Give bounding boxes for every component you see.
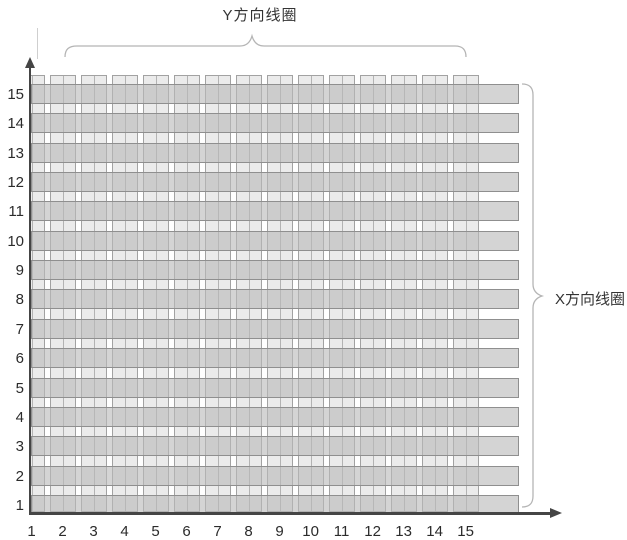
x-coil bbox=[31, 377, 519, 398]
x-coil bbox=[31, 436, 519, 457]
x-axis-tick-label: 2 bbox=[58, 523, 67, 540]
y-axis-tick-label: 1 bbox=[15, 496, 24, 514]
y-axis-tick-label: 11 bbox=[8, 203, 24, 221]
x-axis-tick-label: 9 bbox=[275, 523, 284, 540]
y-axis-tick-label: 3 bbox=[15, 438, 24, 456]
x-axis-line bbox=[29, 512, 551, 515]
x-axis-tick-label: 15 bbox=[457, 523, 474, 540]
x-coil bbox=[31, 230, 519, 251]
x-coil bbox=[31, 494, 519, 512]
x-axis-tick-label: 5 bbox=[151, 523, 160, 540]
x-axis-tick-label: 3 bbox=[89, 523, 98, 540]
x-axis-tick-label: 1 bbox=[27, 523, 36, 540]
x-coil-group-label: X方向线圈 bbox=[555, 291, 626, 308]
y-axis-tick-label: 9 bbox=[15, 262, 24, 280]
x-axis-tick-label: 8 bbox=[244, 523, 253, 540]
x-coil bbox=[31, 142, 519, 163]
y-axis-tick-label: 13 bbox=[7, 144, 24, 162]
y-axis-tick-label: 15 bbox=[7, 86, 24, 103]
x-coil-array bbox=[31, 84, 519, 512]
y-axis-tick-label: 14 bbox=[7, 115, 24, 133]
x-coil bbox=[31, 113, 519, 134]
y-axis-tick-label: 8 bbox=[15, 291, 24, 309]
x-coil bbox=[31, 348, 519, 369]
x-axis-tick-label: 7 bbox=[213, 523, 222, 540]
y-axis-tick-label: 10 bbox=[7, 232, 24, 250]
y-axis-line bbox=[29, 64, 31, 514]
x-axis-arrowhead-icon bbox=[550, 508, 562, 518]
x-axis-tick-label: 12 bbox=[364, 523, 381, 540]
x-axis-tick-label: 13 bbox=[395, 523, 412, 540]
y-axis-tick-label: 2 bbox=[15, 467, 24, 485]
y-axis-tick-label: 4 bbox=[15, 408, 24, 426]
x-axis-tick-label: 4 bbox=[120, 523, 129, 540]
x-coil bbox=[31, 406, 519, 427]
right-brace bbox=[521, 83, 545, 508]
x-axis-tick-label: 10 bbox=[302, 523, 319, 540]
x-coil bbox=[31, 260, 519, 281]
x-coil bbox=[31, 465, 519, 486]
x-coil bbox=[31, 172, 519, 193]
x-axis-tick-label: 11 bbox=[333, 523, 350, 540]
top-brace bbox=[64, 33, 467, 58]
y-axis-tick-label: 5 bbox=[15, 379, 24, 397]
x-coil bbox=[31, 289, 519, 310]
y-axis-tick-label: 12 bbox=[7, 174, 24, 192]
y-axis-tick-label: 7 bbox=[15, 320, 24, 338]
y-axis-tick-label: 6 bbox=[15, 350, 24, 368]
x-axis-tick-label: 14 bbox=[426, 523, 443, 540]
left-tick-line bbox=[37, 28, 38, 59]
x-coil bbox=[31, 318, 519, 339]
y-axis-arrowhead-icon bbox=[25, 57, 35, 68]
x-coil bbox=[31, 84, 519, 104]
x-coil bbox=[31, 201, 519, 222]
y-coil-group-label: Y方向线圈 bbox=[222, 7, 298, 24]
x-axis-tick-label: 6 bbox=[182, 523, 191, 540]
